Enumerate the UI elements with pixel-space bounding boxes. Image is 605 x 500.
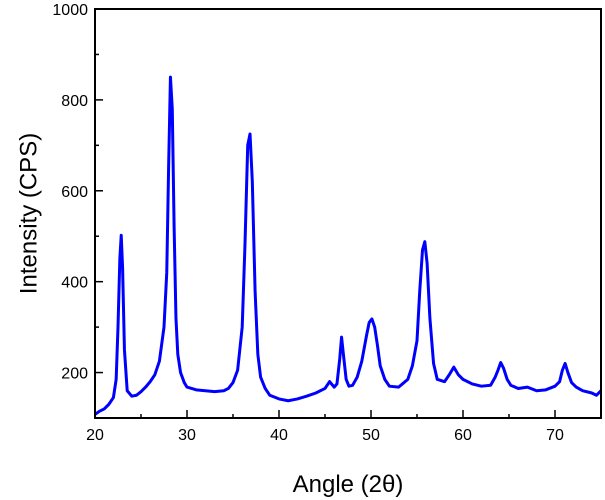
x-tick-label: 50 (362, 427, 380, 444)
x-tick-label: 70 (546, 427, 564, 444)
y-tick-label: 400 (61, 275, 88, 292)
y-tick-label: 1000 (52, 2, 88, 19)
x-axis-title: Angle (2θ) (293, 471, 404, 498)
x-tick-label: 30 (178, 427, 196, 444)
intensity-series-line (94, 75, 603, 416)
x-tick-label: 40 (270, 427, 288, 444)
y-tick-label: 800 (61, 93, 88, 110)
x-tick-label: 60 (454, 427, 472, 444)
y-axis-title: Intensity (CPS) (15, 133, 42, 294)
tick-labels: 20 30 40 50 60 70 200 400 600 800 1000 (52, 2, 564, 444)
y-tick-label: 600 (61, 184, 88, 201)
axis-ticks (94, 8, 602, 419)
plot-frame (94, 8, 602, 419)
y-tick-label: 200 (61, 366, 88, 383)
x-tick-label: 20 (86, 427, 104, 444)
